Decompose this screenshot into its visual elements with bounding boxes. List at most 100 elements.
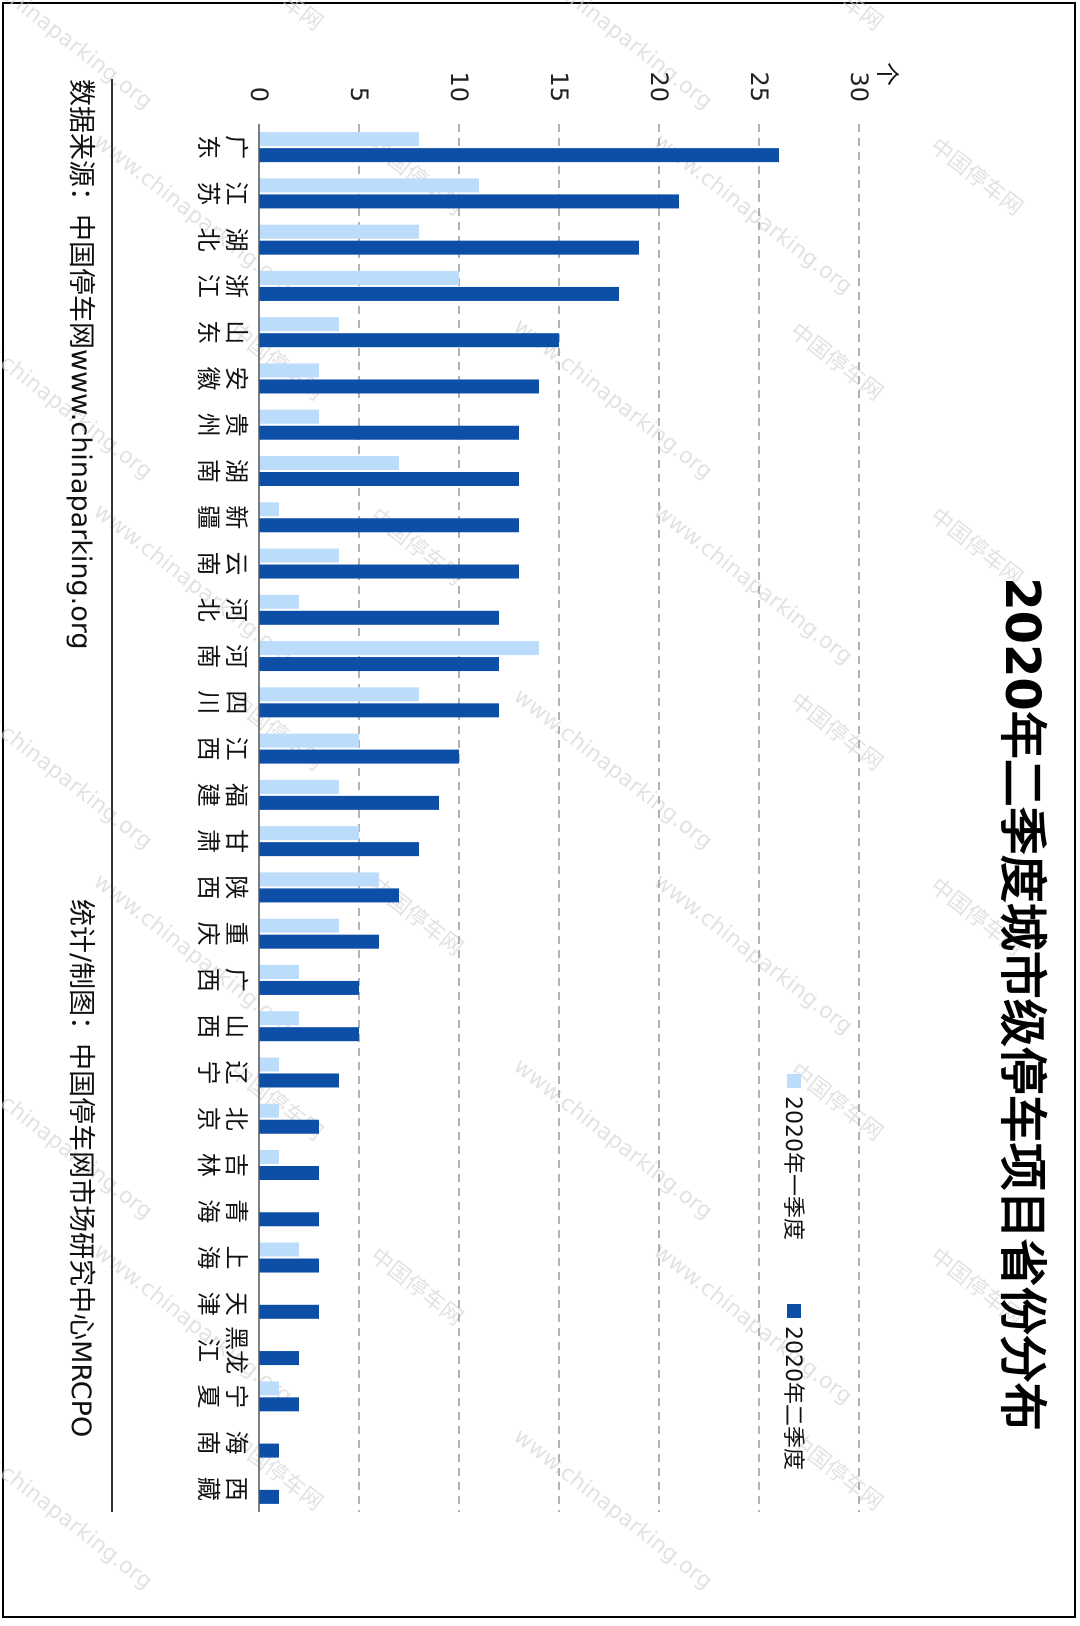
legend-label-q1: 2020年一季度: [780, 1096, 805, 1240]
x-tick-label-27: 宁夏: [194, 1384, 250, 1408]
x-tick-label-24: 上海: [194, 1246, 250, 1270]
x-tick-label-1: 江苏: [194, 181, 250, 205]
bar-q2-7: [259, 472, 519, 486]
y-tick-label-5: 5: [345, 87, 373, 102]
bar-q2-26: [259, 1351, 299, 1366]
bar-q2-16: [259, 888, 399, 903]
bar-q1-4: [259, 317, 339, 332]
bar-q2-2: [259, 240, 639, 255]
x-tick-label-13: 江西: [194, 737, 250, 761]
y-tick-label-25: 25: [745, 71, 773, 102]
bar-q1-6: [259, 409, 319, 424]
bar-q1-20: [259, 1057, 279, 1072]
bar-q2-15: [259, 842, 419, 857]
bar-chart: 0 5 10 15 20 25 30 广东江苏湖北浙江山东安徽贵州湖南新疆云南河北河南四川江西…: [65, 62, 1050, 1512]
bar-q1-8: [259, 502, 279, 517]
x-tick-label-8: 新疆: [194, 505, 250, 529]
bar-q2-0: [259, 148, 779, 163]
x-tick-label-29: 西藏: [194, 1477, 250, 1501]
x-tick-label-16: 陕西: [194, 875, 250, 899]
bar-q2-17: [259, 934, 379, 949]
chart-credit-note: 统计/制图：中国停车网市场研究中心MRCPO: [65, 899, 96, 1437]
bar-q2-1: [259, 194, 679, 209]
bar-q1-16: [259, 872, 379, 887]
chart-title: 2020年二季度城市级停车项目省份分布: [994, 577, 1050, 1431]
y-tick-label-20: 20: [645, 71, 673, 102]
bar-q1-7: [259, 456, 399, 470]
x-tick-label-11: 河南: [194, 644, 250, 668]
x-tick-label-3: 浙江: [194, 274, 250, 298]
data-source-note: 数据来源：中国停车网www.chinaparking.org: [65, 79, 96, 650]
bar-q2-22: [259, 1166, 319, 1180]
bar-q2-23: [259, 1212, 319, 1227]
x-tick-label-4: 山东: [194, 320, 250, 344]
bar-q1-24: [259, 1242, 299, 1257]
x-tick-label-21: 北京: [194, 1107, 250, 1131]
bar-q1-5: [259, 363, 319, 378]
bar-q1-10: [259, 594, 299, 609]
bars: [259, 132, 779, 1504]
x-tick-label-18: 广西: [194, 968, 250, 992]
axes: 0 5 10 15 20 25 30 广东江苏湖北浙江山东安徽贵州湖南新疆云南河北河南四川江西…: [194, 71, 873, 1512]
x-tick-label-12: 四川: [194, 690, 250, 714]
x-tick-label-10: 河北: [194, 598, 250, 622]
bar-q2-27: [259, 1397, 299, 1412]
bar-q1-11: [259, 641, 539, 656]
bar-q2-14: [259, 795, 439, 810]
bar-q1-27: [259, 1381, 279, 1396]
bar-q2-20: [259, 1073, 339, 1088]
legend: 2020年一季度 2020年二季度: [780, 1074, 805, 1470]
x-tick-label-26: 黑龙江: [194, 1326, 250, 1374]
bar-q2-9: [259, 564, 519, 579]
bar-q1-9: [259, 548, 339, 563]
bar-q2-4: [259, 333, 559, 348]
bar-q2-28: [259, 1443, 279, 1458]
x-tick-label-25: 天津: [194, 1292, 250, 1316]
x-tick-label-23: 青海: [194, 1199, 250, 1223]
y-tick-label-0: 0: [245, 87, 273, 102]
x-tick-label-17: 重庆: [194, 922, 250, 946]
x-tick-label-5: 安徽: [194, 366, 250, 390]
x-tick-label-19: 山西: [194, 1014, 250, 1038]
y-tick-label-15: 15: [545, 71, 573, 102]
bar-q2-25: [259, 1304, 319, 1319]
bar-q2-10: [259, 610, 499, 625]
bar-q2-21: [259, 1119, 319, 1134]
bar-q1-22: [259, 1150, 279, 1164]
x-tick-label-20: 辽宁: [194, 1060, 250, 1084]
y-tick-label-30: 30: [845, 71, 873, 102]
x-tick-label-22: 吉林: [194, 1153, 250, 1177]
x-tick-label-0: 广东: [194, 135, 250, 159]
bar-q1-19: [259, 1011, 299, 1026]
x-tick-label-2: 湖北: [194, 228, 250, 252]
bar-q1-18: [259, 964, 299, 979]
bar-q1-1: [259, 178, 479, 193]
bar-q1-21: [259, 1103, 279, 1118]
x-tick-label-6: 贵州: [194, 413, 250, 437]
bar-q2-13: [259, 749, 459, 764]
rotated-chart-stage: 0 5 10 15 20 25 30 广东 江苏 湖北 浙江 山东 安徽 贵州 湖南 新疆 云南 河北 河南 四川 江西…: [4, 4, 1080, 1626]
bar-q2-29: [259, 1489, 279, 1504]
x-tick-label-15: 甘肃: [194, 829, 250, 853]
bar-q1-17: [259, 918, 339, 933]
bar-q2-5: [259, 379, 539, 394]
legend-swatch-q1: [787, 1074, 801, 1088]
bar-q1-12: [259, 687, 419, 702]
bar-q2-11: [259, 657, 499, 672]
bar-q2-8: [259, 518, 519, 533]
bar-q1-13: [259, 733, 359, 748]
y-axis-unit: 个: [873, 62, 901, 86]
legend-label-q2: 2020年二季度: [780, 1326, 805, 1470]
bar-q2-18: [259, 980, 359, 995]
bar-q1-3: [259, 270, 459, 285]
bar-q2-24: [259, 1258, 319, 1273]
bar-q2-19: [259, 1027, 359, 1042]
bar-q1-15: [259, 826, 359, 841]
x-tick-label-28: 海南: [194, 1431, 250, 1455]
bar-q2-6: [259, 425, 519, 440]
legend-swatch-q2: [787, 1304, 801, 1318]
x-tick-label-9: 云南: [194, 552, 250, 576]
bar-q1-2: [259, 224, 419, 239]
bar-q1-0: [259, 132, 419, 147]
